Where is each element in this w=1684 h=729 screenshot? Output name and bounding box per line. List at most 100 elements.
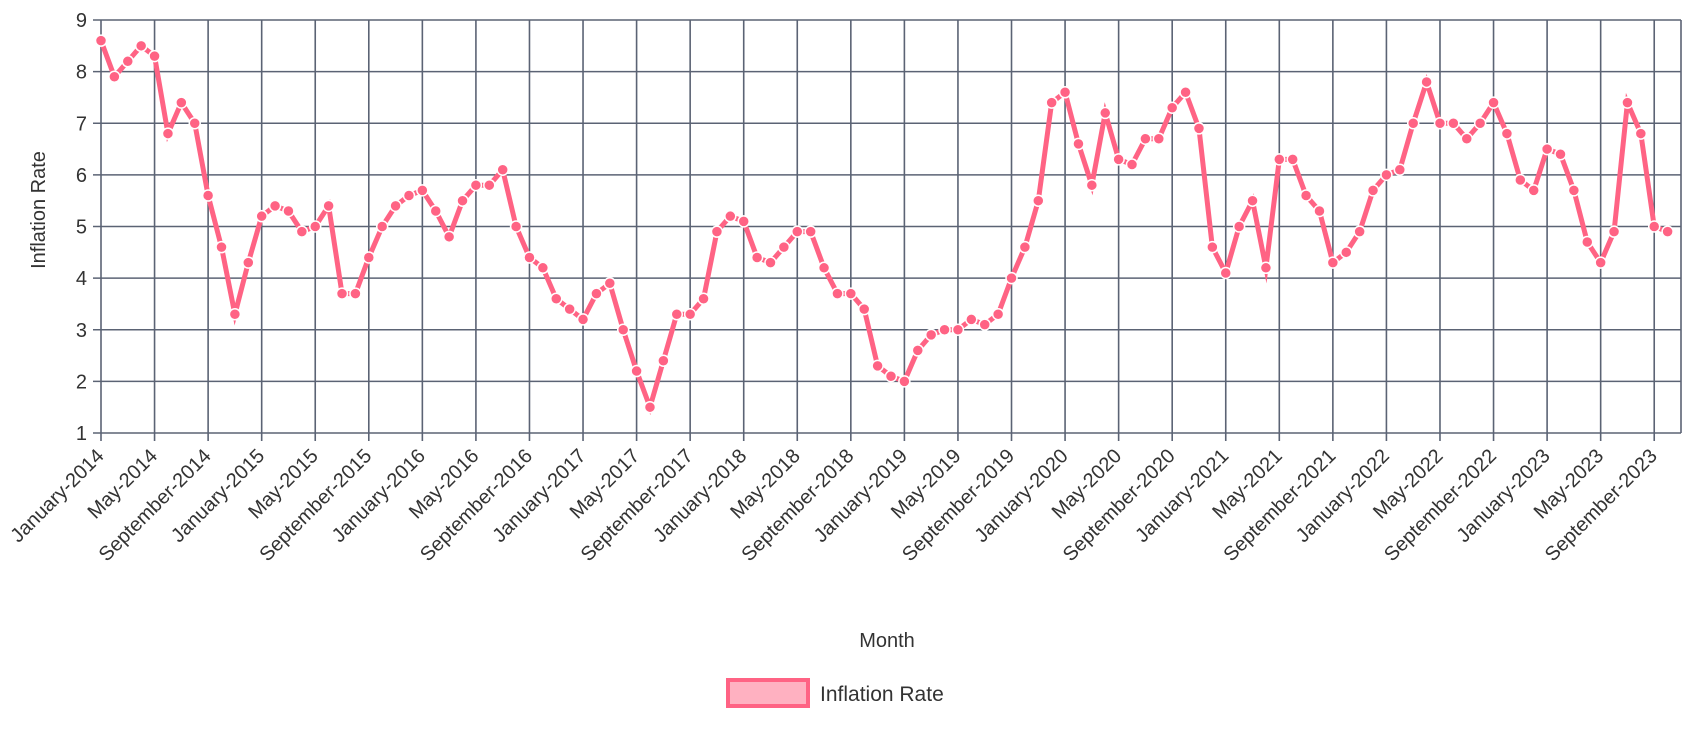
data-point[interactable] (1447, 117, 1460, 130)
data-point[interactable] (777, 240, 791, 254)
data-point[interactable] (630, 364, 643, 378)
data-point[interactable] (938, 323, 951, 336)
data-point[interactable] (1192, 122, 1206, 135)
data-point[interactable] (1152, 132, 1166, 145)
data-point[interactable] (764, 256, 777, 269)
data-point[interactable] (1232, 220, 1246, 233)
data-point[interactable] (175, 96, 188, 109)
data-point[interactable] (509, 220, 523, 233)
data-point[interactable] (710, 225, 724, 238)
data-point[interactable] (1273, 153, 1286, 166)
data-point[interactable] (389, 199, 402, 213)
data-point[interactable] (978, 318, 991, 331)
data-point[interactable] (1380, 168, 1393, 182)
data-point[interactable] (1313, 204, 1326, 218)
data-point[interactable] (442, 230, 456, 244)
data-point[interactable] (308, 220, 322, 233)
data-point[interactable] (242, 256, 255, 269)
data-point[interactable] (670, 308, 684, 321)
legend[interactable]: Inflation Rate (726, 678, 944, 708)
data-point[interactable] (898, 375, 911, 388)
data-point[interactable] (951, 323, 965, 336)
data-point[interactable] (1098, 106, 1112, 120)
data-point[interactable] (1527, 184, 1540, 197)
data-point[interactable] (697, 292, 710, 306)
data-point[interactable] (228, 308, 242, 321)
data-point[interactable] (1286, 153, 1299, 166)
data-point[interactable] (1621, 96, 1634, 109)
data-point[interactable] (603, 277, 617, 290)
data-point[interactable] (1018, 240, 1032, 254)
data-point[interactable] (1634, 127, 1648, 140)
data-point[interactable] (1125, 158, 1139, 171)
data-point[interactable] (148, 49, 161, 63)
data-point[interactable] (215, 240, 228, 254)
data-point[interactable] (1487, 96, 1500, 109)
data-point[interactable] (1165, 101, 1179, 115)
data-point[interactable] (683, 308, 697, 321)
data-point[interactable] (1366, 184, 1380, 197)
data-point[interactable] (1353, 225, 1366, 238)
data-point[interactable] (1219, 266, 1232, 280)
data-point[interactable] (94, 34, 108, 47)
data-point[interactable] (295, 225, 309, 238)
data-point[interactable] (121, 55, 135, 68)
data-point[interactable] (1460, 132, 1474, 145)
data-point[interactable] (375, 220, 389, 233)
data-point[interactable] (1112, 153, 1125, 166)
data-point[interactable] (1139, 132, 1152, 145)
data-point[interactable] (1594, 256, 1607, 269)
data-point[interactable] (1581, 235, 1594, 249)
data-point[interactable] (496, 163, 509, 176)
data-point[interactable] (1647, 220, 1661, 233)
data-point[interactable] (817, 261, 831, 275)
data-point[interactable] (1259, 261, 1273, 275)
data-point[interactable] (1406, 117, 1420, 130)
data-point[interactable] (469, 178, 483, 192)
data-point[interactable] (483, 178, 496, 192)
data-point[interactable] (161, 127, 175, 140)
data-point[interactable] (643, 400, 657, 414)
data-point[interactable] (965, 313, 978, 326)
data-point[interactable] (1206, 240, 1219, 254)
data-point[interactable] (1005, 271, 1018, 285)
data-point[interactable] (362, 251, 376, 264)
data-point[interactable] (1433, 117, 1447, 130)
data-point[interactable] (911, 344, 925, 357)
data-point[interactable] (857, 302, 871, 316)
data-point[interactable] (1085, 178, 1099, 192)
data-point[interactable] (750, 251, 764, 264)
data-point[interactable] (416, 184, 429, 197)
data-point[interactable] (576, 313, 590, 326)
data-point[interactable] (1500, 127, 1514, 140)
data-point[interactable] (804, 225, 817, 238)
data-point[interactable] (201, 189, 215, 202)
data-point[interactable] (871, 359, 884, 373)
data-point[interactable] (1340, 246, 1353, 259)
data-point[interactable] (1045, 96, 1058, 109)
data-point[interactable] (268, 199, 282, 213)
data-point[interactable] (1058, 86, 1072, 99)
data-point[interactable] (108, 70, 121, 84)
data-point[interactable] (335, 287, 349, 300)
data-point[interactable] (590, 287, 603, 300)
data-point[interactable] (831, 287, 844, 300)
data-point[interactable] (737, 215, 750, 228)
data-point[interactable] (1540, 142, 1554, 156)
data-point[interactable] (1473, 117, 1487, 130)
data-point[interactable] (349, 287, 362, 300)
data-point[interactable] (884, 369, 898, 383)
data-point[interactable] (1607, 225, 1621, 238)
data-point[interactable] (1246, 194, 1259, 207)
data-point[interactable] (1032, 194, 1045, 207)
data-point[interactable] (402, 189, 416, 202)
data-point[interactable] (322, 199, 335, 213)
data-point[interactable] (134, 39, 148, 53)
data-point[interactable] (188, 117, 201, 130)
data-point[interactable] (536, 261, 550, 275)
data-point[interactable] (924, 328, 938, 342)
data-point[interactable] (616, 323, 630, 336)
data-point[interactable] (1393, 163, 1407, 176)
data-point[interactable] (429, 204, 442, 218)
data-point[interactable] (1299, 189, 1313, 202)
